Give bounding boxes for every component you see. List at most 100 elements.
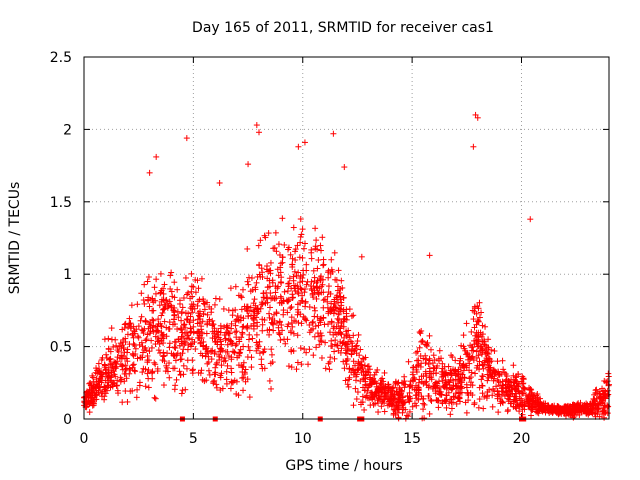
data-point [294,359,301,366]
data-point [168,269,175,276]
data-point [480,365,487,372]
data-point [130,352,137,359]
data-point [319,234,326,241]
data-point [375,409,382,416]
data-point [284,309,291,316]
data-point [285,246,292,253]
data-point [316,317,323,324]
data-point [348,347,355,354]
data-point [289,294,296,301]
data-point [246,347,253,354]
data-point [499,357,506,364]
data-point [263,295,270,302]
data-point [217,338,224,345]
data-point [465,397,472,404]
data-point [137,317,144,324]
data-point [399,400,406,407]
data-point [386,396,393,403]
data-point [278,279,285,286]
data-point [315,322,322,329]
data-point [456,395,463,402]
data-point [101,336,108,343]
data-point [178,390,185,397]
data-point [253,122,260,129]
data-point [113,363,120,370]
data-point [331,355,338,362]
data-point [235,362,242,369]
data-point [250,308,257,315]
data-point [309,319,316,326]
data-point [156,302,163,309]
data-point [308,255,315,262]
data-point [178,310,185,317]
data-point [117,361,124,368]
data-point [183,365,190,372]
data-point [232,322,239,329]
data-point [371,371,378,378]
data-point [439,400,446,407]
data-point [499,388,506,395]
data-point [375,400,382,407]
data-point [172,345,179,352]
data-point [330,130,337,137]
data-point [272,229,279,236]
data-point [500,366,507,373]
data-point [381,400,388,407]
data-point [287,251,294,258]
data-point [292,256,299,263]
data-point [281,336,288,343]
data-point [342,377,349,384]
x-tick-label: 10 [294,431,312,447]
data-point [196,296,203,303]
data-point [155,347,162,354]
data-point [317,242,324,249]
data-point [102,384,109,391]
data-point [157,270,164,277]
data-point [142,366,149,373]
data-point [288,303,295,310]
data-point [301,139,308,146]
data-point [277,293,284,300]
data-point [495,409,502,416]
data-point [255,242,262,249]
data-point [488,373,495,380]
data-point [303,317,310,324]
data-point [200,310,207,317]
data-point [297,239,304,246]
data-point [256,350,263,357]
data-point [139,349,146,356]
data-point [258,356,265,363]
data-point [190,323,197,330]
data-point [348,313,355,320]
data-point [339,284,346,291]
data-point [423,341,430,348]
data-point [476,396,483,403]
data-point [513,397,520,404]
data-point [117,378,124,385]
data-point [313,295,320,302]
y-tick-label: 2.5 [50,50,72,66]
data-point [320,256,327,263]
data-point [338,277,345,284]
data-point [134,301,141,308]
data-point [485,336,492,343]
data-point [399,394,406,401]
data-point [148,344,155,351]
data-point [359,355,366,362]
data-point [409,403,416,410]
data-point [133,394,140,401]
data-point [301,289,308,296]
data-point [290,294,297,301]
data-point [146,330,153,337]
data-point [305,361,312,368]
data-point [145,384,152,391]
data-point [131,342,138,349]
data-point [138,326,145,333]
data-point [211,301,218,308]
data-point [592,387,599,394]
data-point [328,343,335,350]
y-tick-label: 0 [63,412,72,428]
data-point [270,311,277,318]
data-point [195,285,202,292]
data-point [290,347,297,354]
